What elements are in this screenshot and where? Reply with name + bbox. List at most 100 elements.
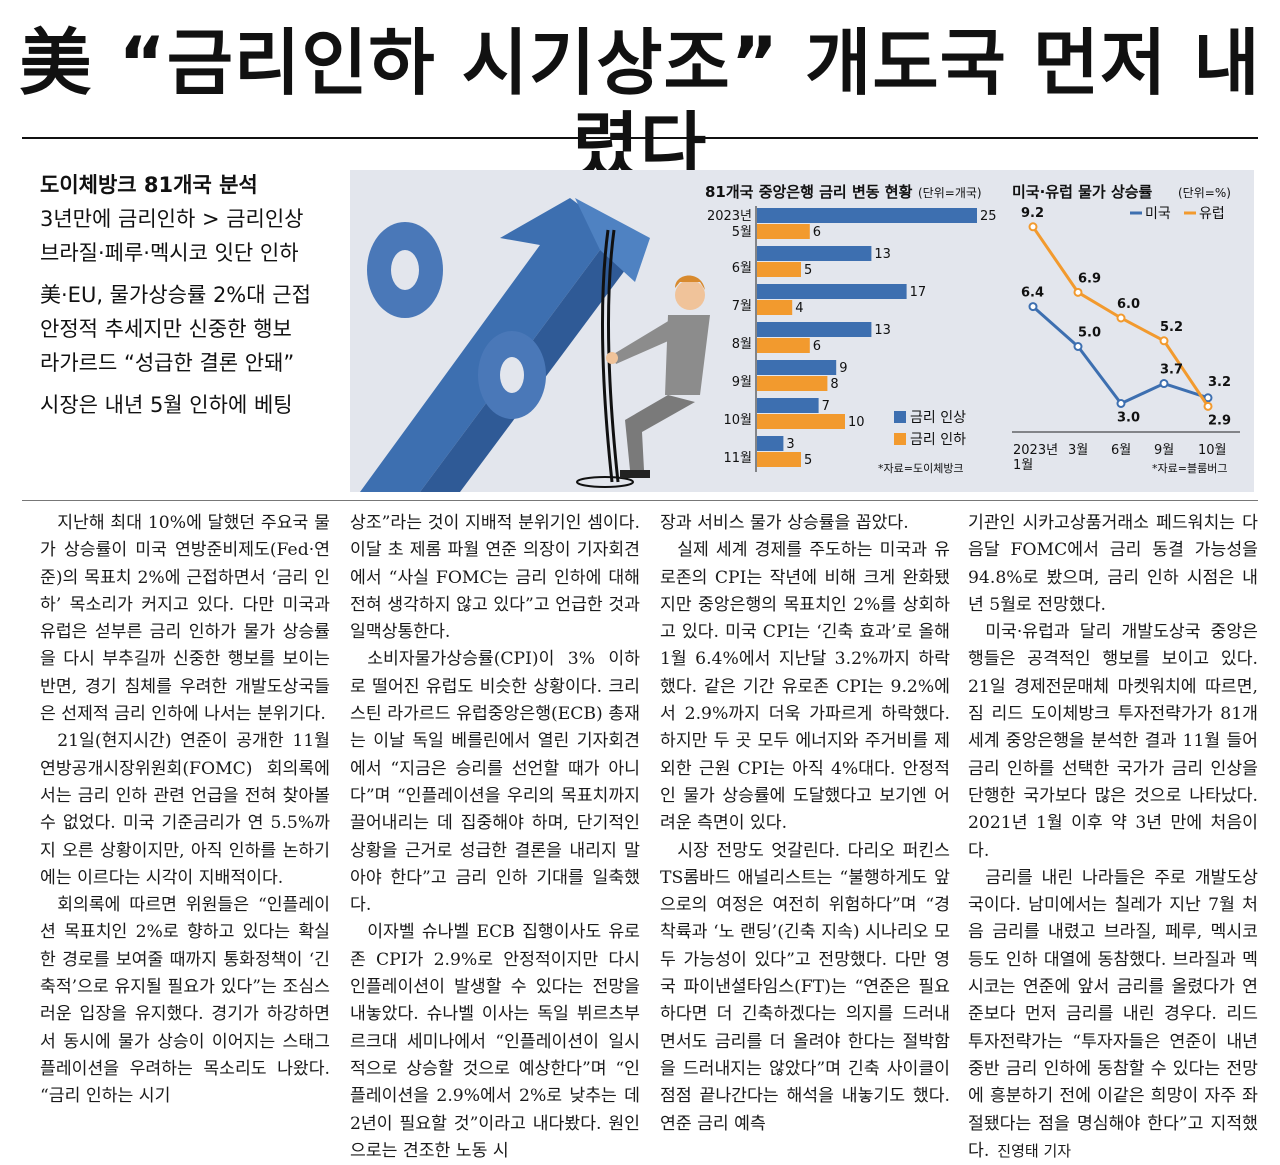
bar-value-label: 13 (874, 247, 891, 262)
bar-category-label: 5월 (732, 225, 752, 240)
line-point (1159, 379, 1169, 389)
article-paragraph: 금리를 내린 나라들은 주로 개발도상국이다. 남미에서는 칠레가 지난 7월 … (968, 867, 1258, 1161)
bar-hike (757, 322, 872, 337)
bar-hike (757, 398, 819, 413)
bar-category-label: 9월 (732, 375, 752, 390)
bar-category-label: 6월 (732, 261, 752, 276)
article-paragraph: 기관인 시카고상품거래소 페드워치는 다음달 FOMC에서 금리 동결 가능성을… (968, 513, 1258, 615)
line-value-label: 3.0 (1117, 411, 1140, 426)
inflation-line-chart: 미국·유럽 물가 상승률 (단위=%) 미국 유럽 6.4 5.0 3.0 3.7 3.2… (1012, 183, 1240, 475)
bar-value-label: 8 (830, 377, 838, 392)
bar-cut (757, 262, 801, 277)
subheadline: 3년만에 금리인하 > 금리인상 (40, 207, 304, 231)
bar-value-label: 17 (910, 285, 927, 300)
subheadline: 라가르드 “성급한 결론 안돼” (40, 351, 295, 375)
legend-label: 금리 인상 (910, 410, 966, 426)
line-point (1116, 399, 1126, 408)
bar-category-label: 11월 (723, 451, 752, 466)
line-point (1116, 313, 1126, 323)
article-paragraph: 시장 전망도 엇갈린다. 다리오 퍼킨스 TS롬바드 애널리스트는 “불행하게도… (660, 840, 950, 1134)
legend-label: 미국 (1145, 206, 1171, 222)
line-value-label: 6.4 (1021, 286, 1044, 301)
subheadline: 도이체방크 81개국 분석 (40, 173, 258, 197)
bar-chart-source: *자료=도이체방크 (878, 462, 964, 475)
line-point (1203, 393, 1213, 403)
bar-cut (757, 300, 793, 315)
line-point (1073, 342, 1083, 351)
line-chart-legend: 미국 유럽 (1130, 206, 1225, 222)
bar-cut (757, 338, 810, 353)
line-value-label: 3.7 (1160, 363, 1183, 378)
legend-label: 유럽 (1199, 206, 1225, 222)
line-category-label: 1월 (1013, 458, 1033, 473)
line-value-label: 3.2 (1208, 375, 1231, 390)
subheadline: 美·EU, 물가상승률 2%대 근접 (40, 283, 311, 307)
infographic-svg: 81개국 중앙은행 금리 변동 현황 (단위=개국) 2023년5월6월7월8월… (360, 183, 1240, 492)
bar-value-label: 25 (980, 209, 997, 224)
article-paragraph: 회의록에 따르면 위원들은 “인플레이션 목표치인 2%로 향하고 있다는 확실… (40, 895, 330, 1107)
line-value-label: 6.9 (1078, 271, 1101, 286)
bar-cut (757, 452, 801, 467)
illustration-businessman (606, 275, 710, 478)
bar-value-label: 13 (874, 323, 891, 338)
bar-value-label: 9 (839, 361, 847, 376)
subheadline: 시장은 내년 5월 인하에 베팅 (40, 393, 293, 417)
legend-swatch (894, 411, 906, 423)
bar-hike (757, 284, 907, 299)
bar-hike (757, 208, 977, 223)
line-chart-title: 미국·유럽 물가 상승률 (1012, 183, 1153, 201)
line-point (1028, 302, 1038, 312)
line-category-label: 6월 (1111, 443, 1131, 458)
bar-category-label: 10월 (723, 413, 752, 428)
line-point (1159, 336, 1169, 346)
article-paragraph: 21일(현지시간) 연준이 공개한 11월 연방공개시장위원회(FOMC) 회의… (40, 731, 330, 888)
bar-value-label: 5 (804, 263, 812, 278)
bar-category-label: 8월 (732, 337, 752, 352)
line-category-label: 2023년 (1013, 443, 1058, 458)
bar-category-label: 2023년 (707, 209, 752, 224)
infographic: 81개국 중앙은행 금리 변동 현황 (단위=개국) 2023년 5월 6월 7월 8월… (350, 170, 1254, 492)
subheadline: 안정적 추세지만 신중한 행보 (40, 317, 292, 341)
line-category-label: 3월 (1068, 443, 1088, 458)
article-paragraph: 상조”라는 것이 지배적 분위기인 셈이다. 이달 초 제롬 파월 연준 의장이… (350, 513, 640, 643)
bar-chart-unit: (단위=개국) (918, 186, 982, 200)
bar-value-label: 5 (804, 453, 812, 468)
bar-value-label: 6 (813, 225, 821, 240)
bar-value-label: 7 (822, 399, 830, 414)
article-body: 지난해 최대 10%에 달했던 주요국 물가 상승률이 미국 연방준비제도(Fe… (40, 510, 1258, 1161)
bar-hike (757, 436, 784, 451)
article-paragraph: 장과 서비스 물가 상승률을 꼽았다. (660, 513, 909, 533)
line-value-label: 5.0 (1078, 326, 1101, 341)
legend-swatch (894, 433, 906, 445)
line-category-label: 10월 (1198, 443, 1227, 458)
line-value-label: 5.2 (1160, 320, 1183, 335)
article-column: 기관인 시카고상품거래소 페드워치는 다음달 FOMC에서 금리 동결 가능성을… (968, 510, 1258, 1165)
line-chart-unit: (단위=%) (1178, 186, 1231, 200)
bar-hike (757, 360, 837, 375)
line-value-label: 2.9 (1208, 413, 1231, 428)
article-paragraph: 소비자물가상승률(CPI)이 3% 이하로 떨어진 유럽도 비슷한 상황이다. … (350, 649, 640, 916)
line-point (1028, 222, 1038, 232)
bar-cut (757, 224, 810, 239)
byline: 진영태 기자 (997, 1141, 1072, 1160)
illustration-percent-arrow (360, 198, 650, 492)
headline: 美 “금리인하 시기상조” 개도국 먼저 내렸다 (19, 21, 1261, 188)
article-column: 지난해 최대 10%에 달했던 주요국 물가 상승률이 미국 연방준비제도(Fe… (40, 510, 330, 1111)
bar-cut (757, 414, 845, 429)
article-paragraph: 실제 세계 경제를 주도하는 미국과 유로존의 CPI는 작년에 비해 크게 완… (660, 540, 950, 834)
bar-hike (757, 246, 872, 261)
subheadline: 브라질·페루·멕시코 잇단 인하 (40, 241, 299, 265)
article-paragraph: 이자벨 슈나벨 ECB 집행이사도 유로존 CPI가 2.9%로 안정적이지만 … (350, 922, 640, 1161)
line-point (1073, 287, 1083, 297)
headline-rule (22, 137, 1258, 139)
line-value-label: 9.2 (1021, 206, 1044, 221)
legend-label: 금리 인하 (910, 432, 966, 448)
bar-category-label: 7월 (732, 299, 752, 314)
article-paragraph: 지난해 최대 10%에 달했던 주요국 물가 상승률이 미국 연방준비제도(Fe… (40, 513, 330, 725)
bar-cut (757, 376, 828, 391)
line-point (1203, 401, 1213, 411)
bar-value-label: 3 (786, 437, 794, 452)
article-paragraph: 미국·유럽과 달리 개발도상국 중앙은행들은 공격적인 행보를 보이고 있다. … (968, 622, 1258, 861)
